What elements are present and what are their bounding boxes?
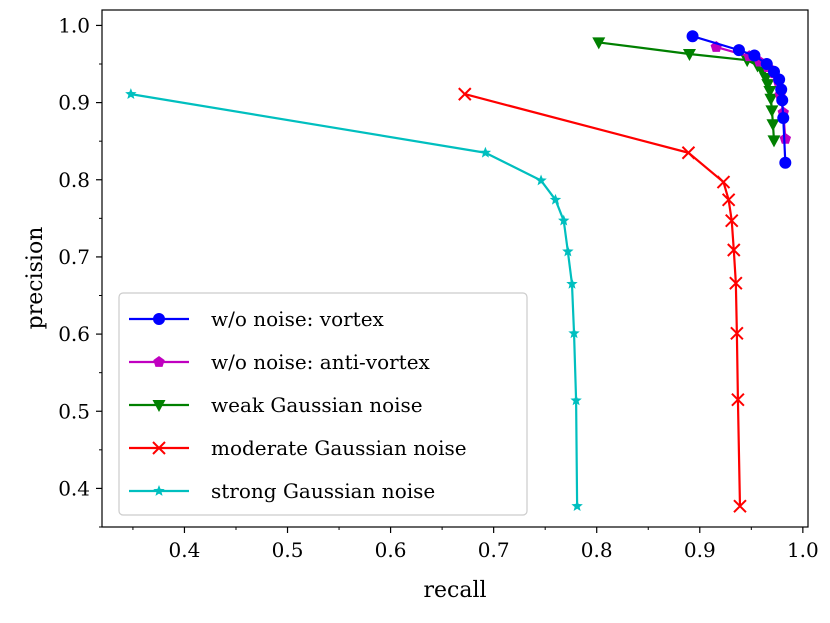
- data-point: [761, 79, 775, 92]
- y-tick-label: 0.4: [58, 476, 90, 500]
- data-point: [765, 105, 779, 118]
- data-point: [125, 88, 137, 99]
- series-line: [130, 93, 579, 507]
- x-tick-label: 0.7: [478, 538, 510, 562]
- data-point: [479, 146, 492, 158]
- data-point: [777, 112, 790, 125]
- x-axis-label: recall: [423, 578, 486, 603]
- data-point: [570, 394, 582, 406]
- data-point: [767, 135, 781, 148]
- data-point: [716, 175, 731, 189]
- data-point: [682, 48, 696, 61]
- y-tick-label: 0.5: [58, 399, 90, 423]
- y-tick-label: 0.6: [58, 322, 90, 346]
- plot-frame: [101, 9, 809, 528]
- legend-marker: [152, 441, 166, 455]
- legend-entry: w/o noise: vortex: [129, 307, 385, 331]
- legend-label: strong Gaussian noise: [211, 479, 435, 503]
- data-point: [779, 156, 792, 169]
- data-point: [748, 49, 761, 62]
- x-tick-label: 0.4: [169, 538, 201, 562]
- axes: 0.4 0.5 0.6 0.7 0.8 0.9 1.0 0.4 0.5 0.6 0.7 0.8 0.9 1…: [58, 9, 819, 562]
- data-point: [549, 193, 562, 205]
- legend-marker: [153, 485, 165, 496]
- series-moderate-gaussian-noise: [458, 87, 747, 513]
- data-point: [592, 37, 606, 50]
- legend-label: w/o noise: anti-vortex: [211, 350, 431, 374]
- data-point: [729, 276, 743, 290]
- data-point: [733, 499, 747, 513]
- legend-label: weak Gaussian noise: [211, 393, 423, 417]
- data-point: [721, 193, 736, 207]
- data-point: [779, 132, 792, 144]
- data-point: [763, 86, 777, 99]
- data-point: [731, 392, 745, 407]
- data-point: [568, 327, 580, 339]
- x-tick-label: 0.9: [684, 538, 716, 562]
- data-point: [766, 119, 780, 132]
- data-point: [725, 213, 739, 228]
- data-point: [562, 245, 574, 257]
- series-strong-gaussian-noise: [125, 88, 583, 512]
- data-point: [566, 277, 578, 289]
- data-point: [727, 243, 741, 257]
- y-tick-label: 0.7: [58, 245, 90, 269]
- data-point: [732, 44, 745, 57]
- data-point: [760, 58, 773, 71]
- data-point: [681, 146, 696, 160]
- x-tick-label: 0.6: [375, 538, 407, 562]
- legend-box: [118, 292, 528, 516]
- legend-marker: [153, 356, 165, 367]
- plot-area: [125, 30, 792, 513]
- x-tick-label: 1.0: [787, 538, 819, 562]
- legend-label: moderate Gaussian noise: [211, 436, 467, 460]
- legend-entry: strong Gaussian noise: [129, 479, 435, 503]
- y-tick-label: 0.8: [58, 168, 90, 192]
- data-point: [775, 83, 788, 96]
- legend-label: w/o noise: vortex: [211, 307, 385, 331]
- legend: w/o noise: vortex w/o noise: anti-vortex w…: [118, 292, 528, 516]
- series-w-o-noise-vortex: [686, 30, 792, 169]
- x-tick-label: 0.8: [581, 538, 613, 562]
- data-point: [558, 214, 570, 226]
- legend-entry: w/o noise: anti-vortex: [129, 350, 431, 374]
- legend-entry: moderate Gaussian noise: [129, 436, 467, 460]
- legend-marker: [152, 400, 166, 412]
- y-tick-label: 1.0: [58, 13, 90, 37]
- x-tick-label: 0.5: [272, 538, 304, 562]
- y-tick-label: 0.9: [58, 91, 90, 115]
- legend-entry: weak Gaussian noise: [129, 393, 423, 417]
- data-point: [571, 500, 583, 512]
- y-axis-label: precision: [23, 227, 48, 330]
- data-point: [773, 73, 786, 86]
- series-line: [464, 93, 742, 507]
- legend-marker: [153, 313, 165, 325]
- data-point: [759, 72, 773, 85]
- data-point: [686, 30, 699, 43]
- data-point: [776, 94, 789, 107]
- data-point: [764, 93, 778, 106]
- data-point: [458, 87, 472, 101]
- data-point: [535, 174, 547, 186]
- data-point: [730, 326, 744, 341]
